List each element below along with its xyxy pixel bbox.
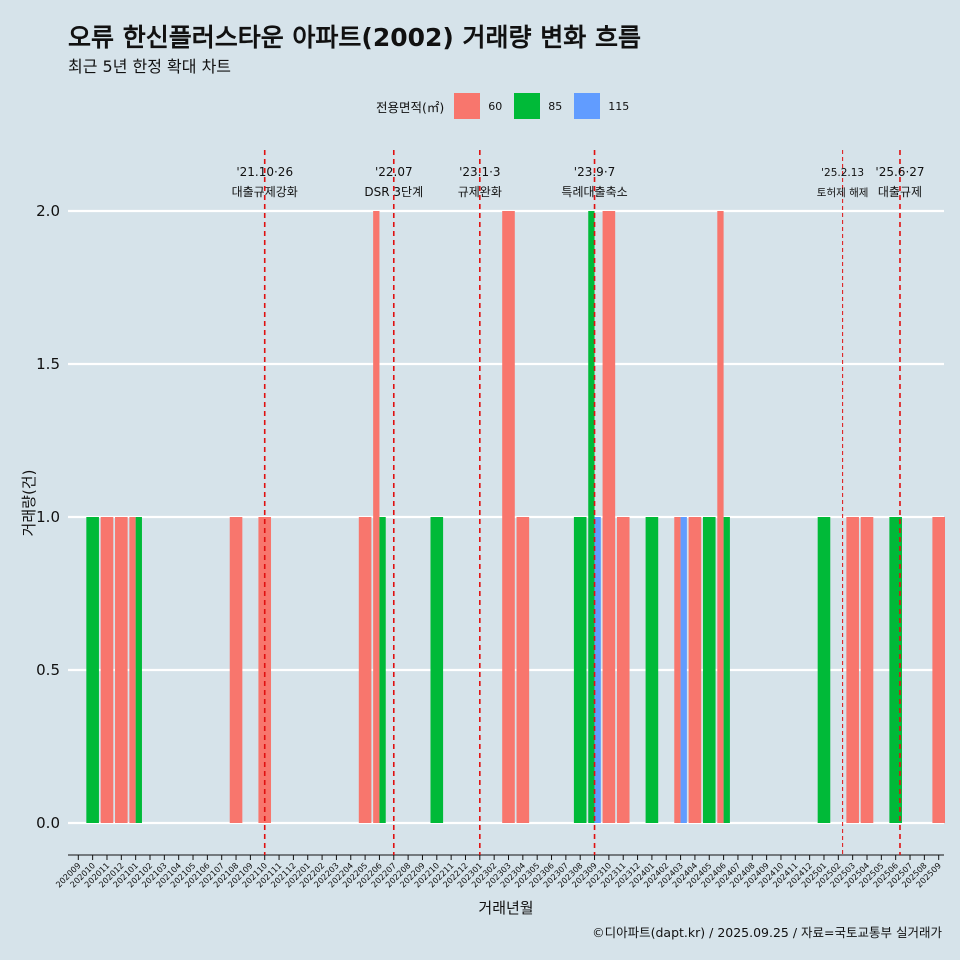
event-label-5: 대출규제 bbox=[878, 185, 922, 199]
bar-60-202205 bbox=[358, 517, 372, 823]
bar-85-202010 bbox=[86, 517, 99, 823]
event-label-1: DSR 3단계 bbox=[364, 185, 423, 199]
bar-60-202303 bbox=[502, 211, 515, 823]
event-date-5: '25.6·27 bbox=[875, 165, 924, 179]
legend-item-85: 85 bbox=[514, 93, 570, 119]
legend-swatch-85 bbox=[514, 93, 541, 119]
bar-85-202308 bbox=[573, 517, 587, 823]
legend-label-85: 85 bbox=[548, 99, 563, 113]
bar-60-202304 bbox=[516, 517, 530, 823]
y-tick-label: 2.0 bbox=[36, 202, 60, 220]
bar-60-202108 bbox=[229, 517, 243, 823]
y-tick-label: 0.0 bbox=[36, 814, 60, 832]
bar-85-202401 bbox=[645, 517, 659, 823]
event-date-3: '23.9·7 bbox=[574, 165, 615, 179]
bar-60-202311 bbox=[616, 517, 630, 823]
legend-item-60: 60 bbox=[454, 93, 510, 119]
legend-item-115: 115 bbox=[574, 93, 637, 119]
bar-85-202210 bbox=[430, 517, 444, 823]
y-axis-title: 거래량(건) bbox=[20, 470, 38, 537]
event-label-4: 토허제 해제 bbox=[817, 186, 869, 199]
event-date-4: '25.2.13 bbox=[821, 167, 864, 179]
bar-60-202110 bbox=[258, 517, 272, 823]
bar-60-202509 bbox=[932, 517, 945, 823]
bar-85-202501 bbox=[817, 517, 831, 823]
bar-85-202506 bbox=[889, 517, 902, 823]
bar-60-202206 bbox=[373, 211, 380, 823]
bar-60-202504 bbox=[860, 517, 874, 823]
bar-115-202403 bbox=[680, 517, 687, 823]
legend-swatch-115 bbox=[574, 93, 601, 119]
chart-subtitle: 최근 5년 한정 확대 차트 bbox=[68, 57, 232, 76]
bar-85-202405 bbox=[702, 517, 716, 823]
legend-title: 전용면적(㎡) bbox=[376, 99, 445, 115]
event-label-0: 대출규제강화 bbox=[232, 185, 298, 199]
source-caption: ©디아파트(dapt.kr) / 2025.09.25 / 자료=국토교통부 실… bbox=[592, 925, 942, 940]
bar-85-202206 bbox=[379, 517, 386, 823]
bar-85-202101 bbox=[135, 517, 142, 823]
event-date-0: '21.10·26 bbox=[236, 165, 293, 179]
event-label-2: 규제완화 bbox=[458, 185, 502, 199]
bar-85-202406 bbox=[723, 517, 730, 823]
y-tick-label: 1.0 bbox=[36, 508, 60, 526]
bar-60-202101 bbox=[129, 517, 136, 823]
legend-label-60: 60 bbox=[488, 99, 503, 113]
legend-label-115: 115 bbox=[608, 99, 630, 113]
y-tick-label: 1.5 bbox=[36, 355, 60, 373]
bar-60-202310 bbox=[602, 211, 616, 823]
chart-title: 오류 한신플러스타운 아파트(2002) 거래량 변화 흐름 bbox=[68, 23, 641, 52]
bar-60-202503 bbox=[846, 517, 859, 823]
bar-60-202406 bbox=[717, 211, 724, 823]
bar-60-202404 bbox=[688, 517, 702, 823]
legend: 전용면적(㎡) 60 85 115 bbox=[376, 92, 641, 120]
event-label-3: 특례대출축소 bbox=[561, 185, 627, 199]
bar-60-202403 bbox=[674, 517, 681, 823]
legend-swatch-60 bbox=[454, 93, 481, 119]
bar-85-202309 bbox=[588, 211, 595, 823]
event-date-2: '23.1·3 bbox=[459, 165, 500, 179]
bar-60-202012 bbox=[115, 517, 128, 823]
x-axis-title: 거래년월 bbox=[478, 899, 533, 917]
bar-60-202011 bbox=[100, 517, 114, 823]
y-tick-label: 0.5 bbox=[36, 661, 60, 679]
event-date-1: '22.07 bbox=[375, 165, 413, 179]
bar-115-202309 bbox=[594, 517, 601, 823]
